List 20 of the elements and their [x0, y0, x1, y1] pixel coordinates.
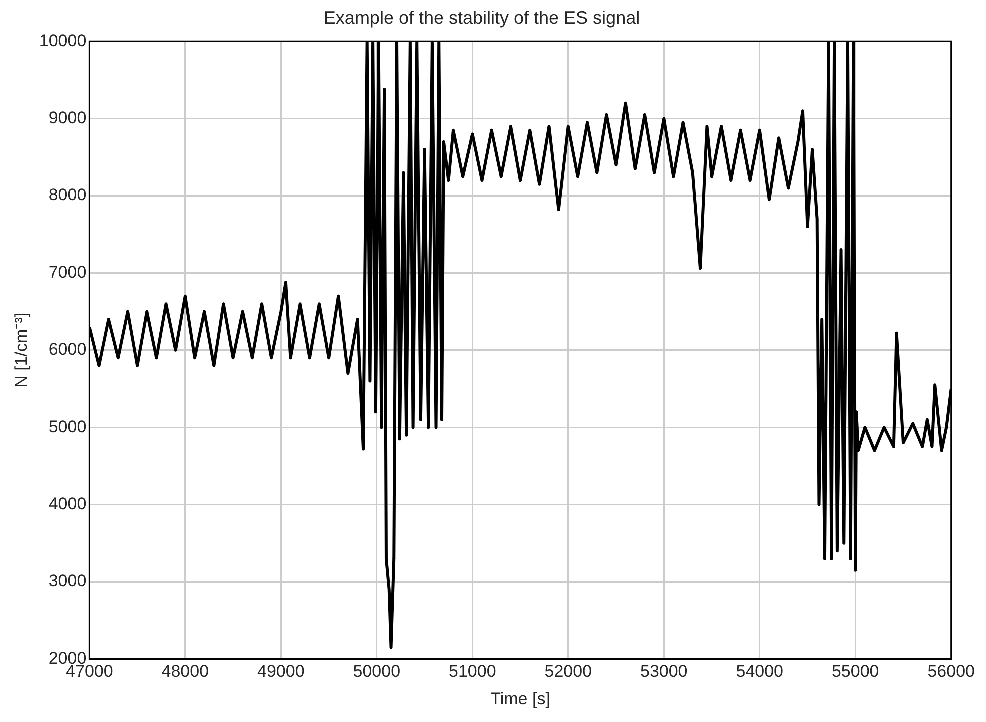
y-axis-title: N [1/cm⁻³] — [12, 312, 31, 388]
y-tick-label: 10000 — [39, 31, 87, 50]
y-tick-label: 8000 — [48, 186, 87, 205]
x-tick-label: 56000 — [928, 662, 976, 682]
y-tick-label: 9000 — [48, 108, 87, 128]
x-tick-label: 53000 — [640, 662, 688, 682]
y-tick-label: 3000 — [48, 572, 87, 591]
y-tick-label: 5000 — [48, 417, 87, 436]
chart-title: Example of the stability of the ES signal — [324, 8, 640, 28]
x-tick-label: 55000 — [832, 662, 880, 682]
x-tick-label: 51000 — [449, 662, 496, 682]
y-tick-label: 4000 — [48, 494, 87, 514]
x-tick-label: 52000 — [544, 662, 592, 682]
x-tick-label: 54000 — [736, 662, 784, 682]
y-tick-label: 7000 — [48, 262, 87, 282]
x-tick-label: 48000 — [162, 662, 210, 682]
x-tick-label: 49000 — [258, 662, 305, 682]
y-tick-label: 6000 — [48, 340, 87, 360]
x-axis-title: Time [s] — [490, 689, 550, 708]
x-tick-label: 50000 — [353, 662, 401, 682]
